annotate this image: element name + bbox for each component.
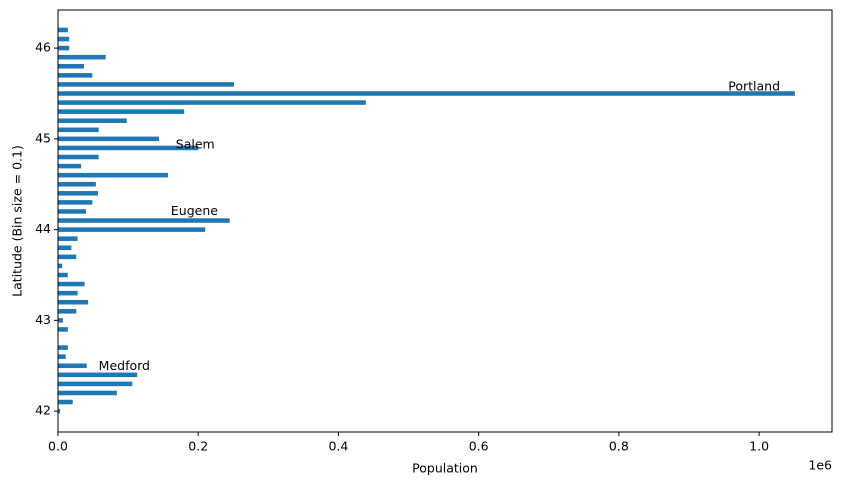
- bar: [58, 73, 93, 78]
- x-axis-label: Population: [412, 461, 478, 476]
- x-tick-label: 0.8: [609, 439, 629, 454]
- annotation: Portland: [728, 79, 780, 94]
- bar: [58, 390, 117, 396]
- x-tick-label: 0.0: [48, 439, 68, 454]
- bar: [58, 245, 72, 251]
- bar: [58, 327, 68, 332]
- bar: [58, 363, 87, 369]
- annotation: Salem: [176, 137, 215, 152]
- bar: [58, 172, 169, 178]
- bar: [58, 227, 206, 232]
- bar: [58, 381, 133, 387]
- y-axis-label: Latitude (Bin size = 0.1): [10, 145, 25, 297]
- bar: [58, 27, 68, 33]
- bar: [58, 145, 199, 151]
- bar: [58, 82, 234, 87]
- bar: [58, 54, 106, 60]
- bar: [58, 163, 82, 169]
- y-tick-label: 43: [35, 312, 51, 327]
- x-offset-label: 1e6: [808, 458, 832, 473]
- bar: [58, 136, 159, 142]
- bar: [58, 254, 77, 260]
- x-tick-label: 0.2: [188, 439, 208, 454]
- bar: [58, 318, 63, 323]
- bar: [58, 263, 63, 269]
- bar: [58, 272, 68, 278]
- bar: [58, 127, 99, 133]
- bar: [58, 372, 138, 378]
- y-tick-label: 42: [35, 403, 51, 418]
- x-tick-label: 1.0: [749, 439, 769, 454]
- bar: [58, 345, 68, 350]
- bar: [58, 154, 99, 160]
- bar: [58, 281, 85, 287]
- bar: [58, 181, 96, 187]
- annotation: Eugene: [171, 203, 218, 218]
- x-tick-label: 0.6: [469, 439, 489, 454]
- bar: [58, 63, 84, 69]
- bar: [58, 91, 795, 96]
- bar: [58, 408, 61, 414]
- bar: [58, 191, 98, 196]
- x-tick-label: 0.4: [328, 439, 348, 454]
- bar: [58, 236, 78, 241]
- bar: [58, 45, 70, 51]
- bar: [58, 218, 230, 223]
- bar: [58, 109, 185, 114]
- bar: [58, 209, 87, 214]
- y-tick-label: 46: [35, 40, 51, 55]
- bar: [58, 399, 73, 405]
- bar: [58, 290, 78, 296]
- bar: [58, 354, 66, 359]
- bar: [58, 299, 89, 305]
- y-tick-label: 45: [35, 130, 51, 145]
- annotation: Medford: [99, 358, 150, 373]
- bar: [58, 118, 127, 123]
- y-tick-label: 44: [35, 221, 51, 236]
- bar: [58, 100, 366, 105]
- bar: [58, 309, 77, 314]
- plot-frame: [57, 9, 833, 433]
- bar: [58, 36, 70, 42]
- bar: [58, 200, 93, 205]
